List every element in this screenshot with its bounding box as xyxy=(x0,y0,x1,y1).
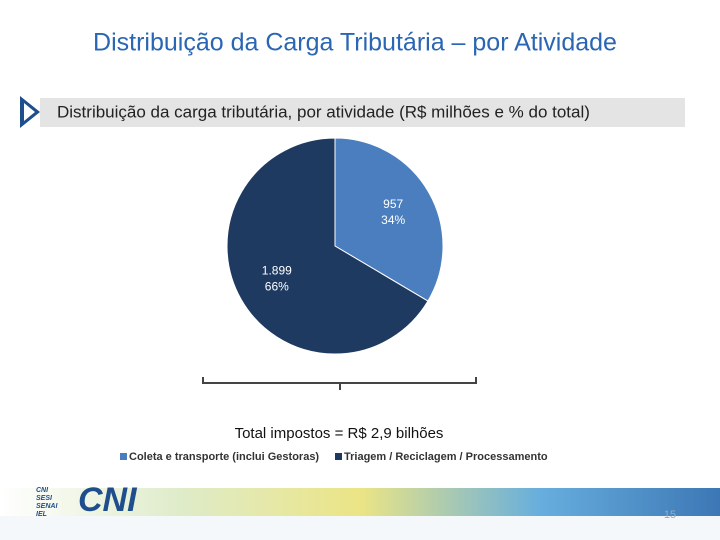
logo-small: CNI xyxy=(36,487,49,494)
legend-swatch xyxy=(120,453,127,460)
slide-title: Distribuição da Carga Tributária – por A… xyxy=(93,29,617,57)
logo-small: IEL xyxy=(36,511,47,518)
bullet-inner xyxy=(24,103,35,121)
subtitle: Distribuição da carga tributária, por at… xyxy=(57,102,590,121)
legend-label: Coleta e transporte (inclui Gestoras) xyxy=(129,451,319,463)
percent-label: 66% xyxy=(265,279,289,293)
page-number: 15 xyxy=(664,509,676,521)
pie-slice xyxy=(334,137,444,302)
value-label: 957 xyxy=(383,197,403,211)
footer xyxy=(0,516,720,540)
logo-small: SESI xyxy=(36,495,53,502)
pie-slice xyxy=(226,137,429,355)
logo-small: SENAI xyxy=(36,503,58,510)
logo: CNI xyxy=(78,481,138,519)
percent-label: 34% xyxy=(381,213,405,227)
annotation: Total impostos = R$ 2,9 bilhões xyxy=(235,425,444,442)
legend-swatch xyxy=(335,453,342,460)
footer-band xyxy=(0,488,720,516)
subtitle-box xyxy=(40,98,685,127)
legend-label: Triagem / Reciclagem / Processamento xyxy=(344,451,548,463)
value-label: 1.899 xyxy=(262,263,292,277)
bracket xyxy=(202,377,477,390)
